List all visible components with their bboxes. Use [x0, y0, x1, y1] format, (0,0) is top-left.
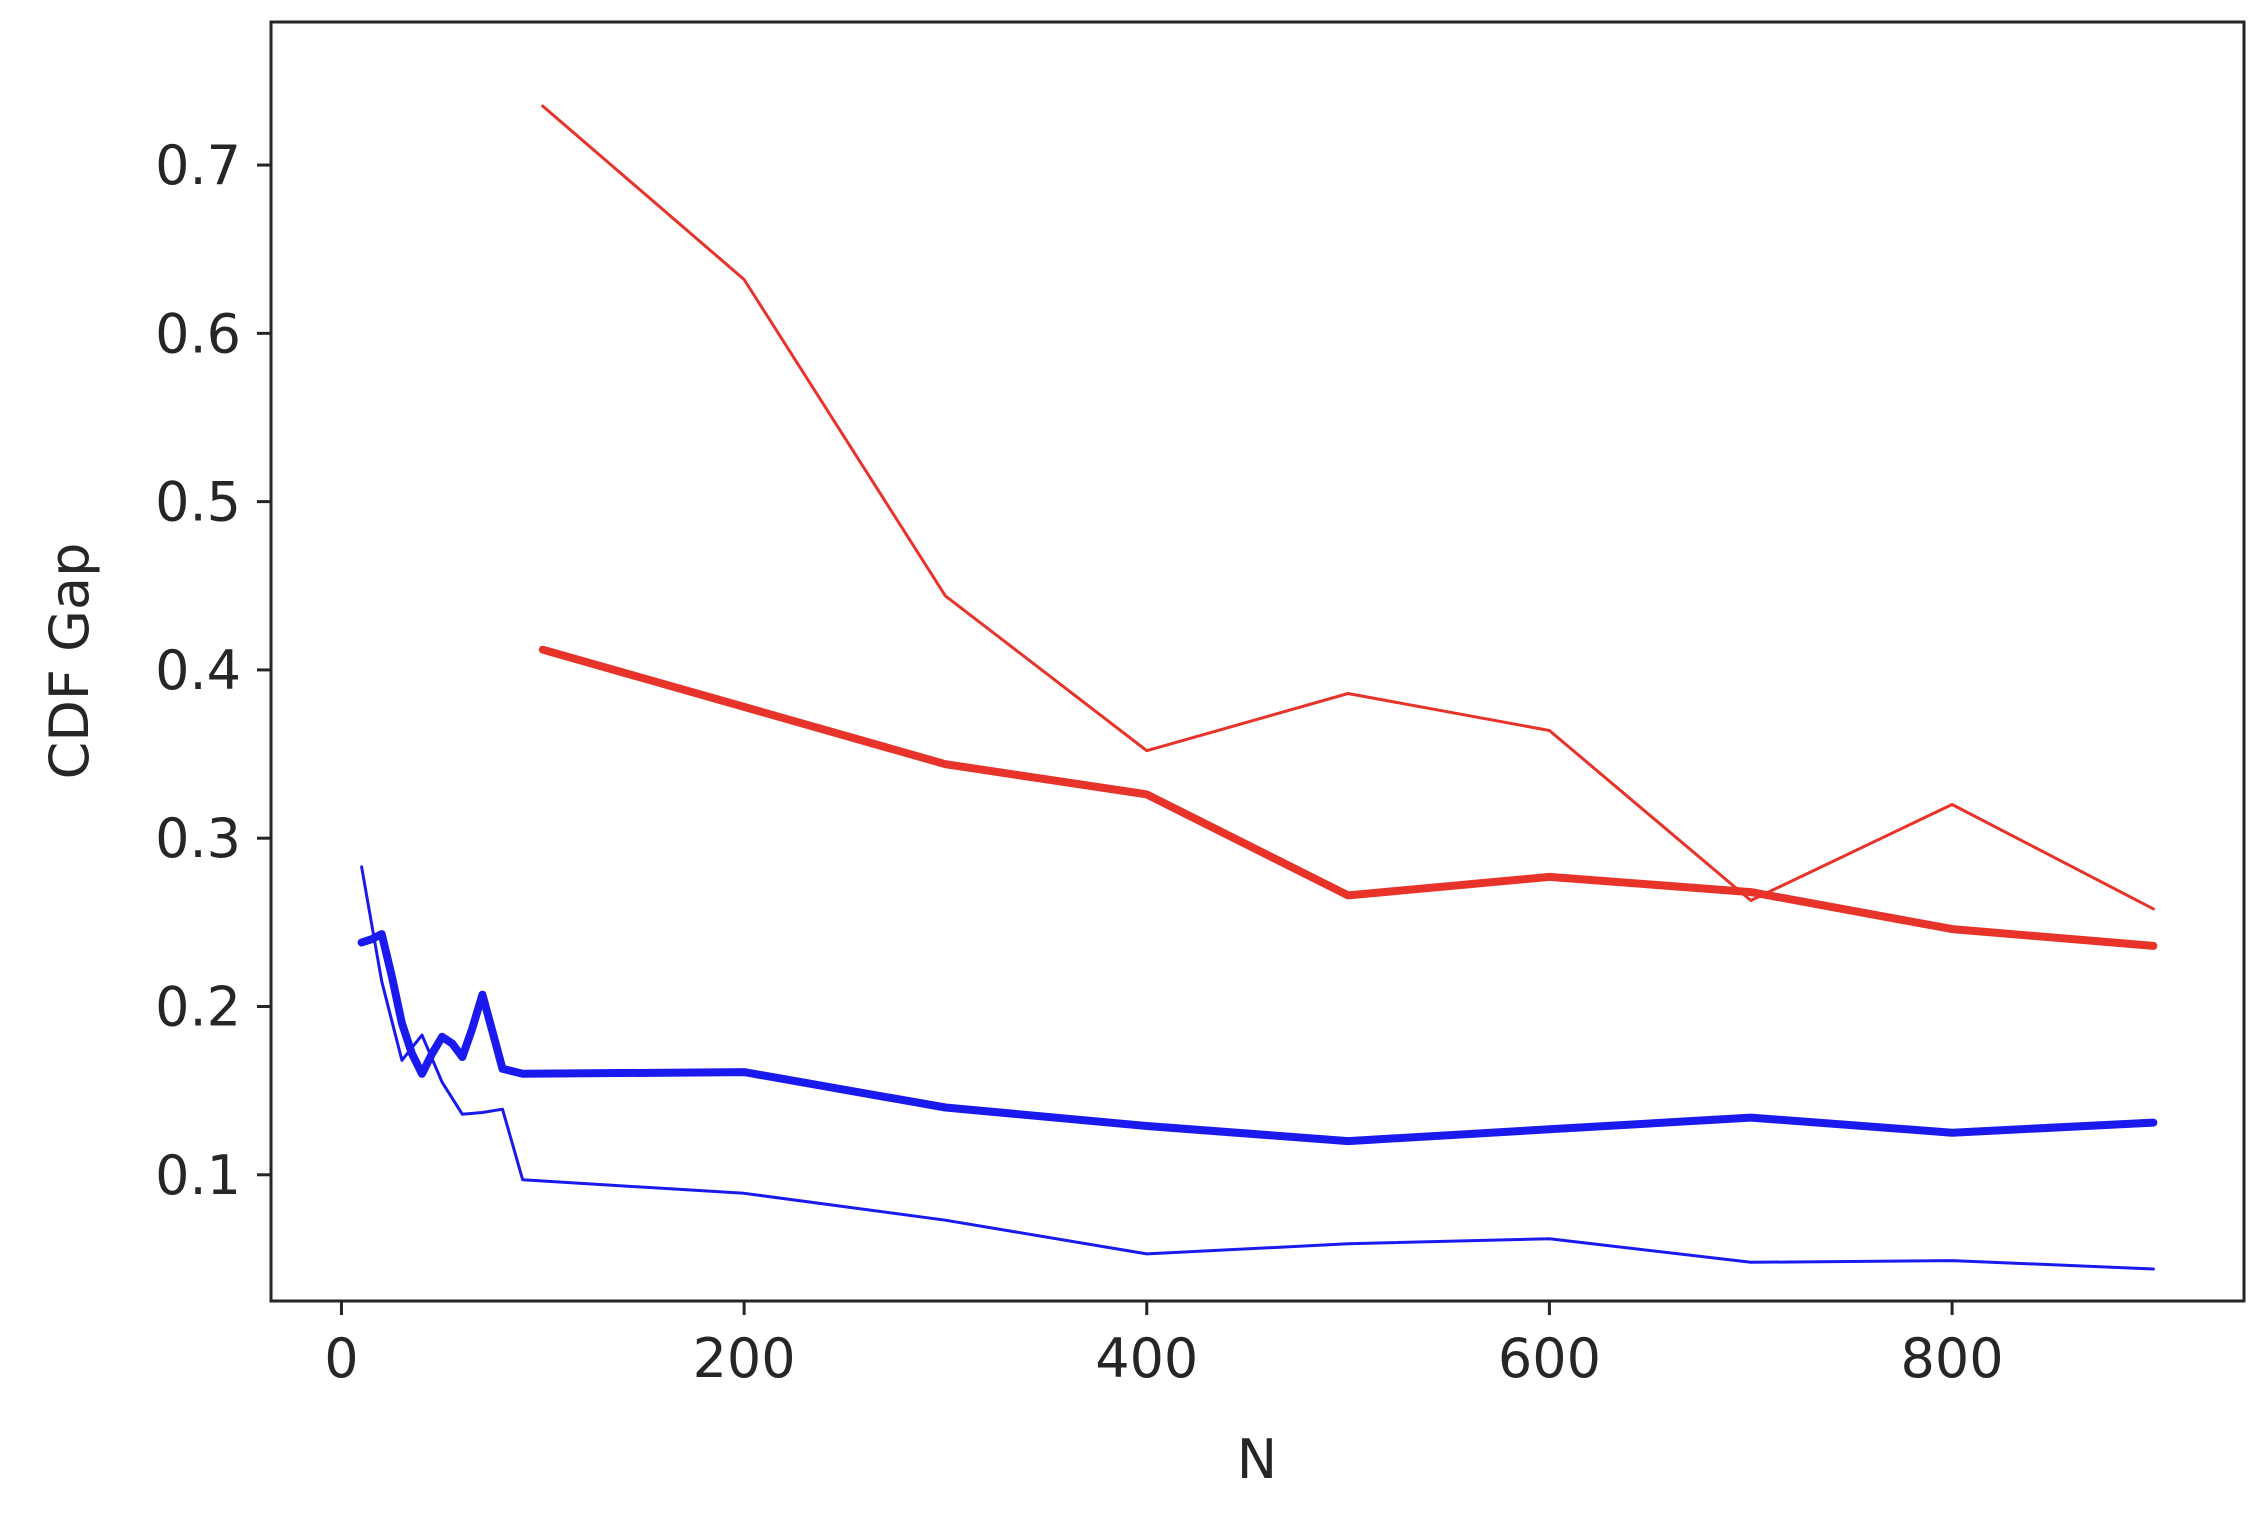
y-axis-label: CDF Gap: [38, 543, 101, 780]
series-line-4: [357, 930, 2158, 1146]
y-tick-label: 0.3: [155, 807, 241, 870]
y-tick-label: 0.7: [155, 134, 241, 197]
x-axis-label: N: [1237, 1428, 1277, 1491]
x-tick-label: 200: [693, 1327, 796, 1390]
series-layer: [357, 104, 2158, 1271]
series-line-2: [538, 645, 2158, 950]
y-tick-label: 0.6: [155, 302, 241, 365]
y-tick-label: 0.4: [155, 639, 241, 702]
x-tick-label: 600: [1498, 1327, 1601, 1390]
series-line-1: [541, 104, 2155, 911]
x-tick-label: 0: [324, 1327, 358, 1390]
y-tick-label: 0.2: [155, 975, 241, 1038]
series-line-3: [360, 865, 2155, 1271]
x-tick-label: 800: [1901, 1327, 2004, 1390]
y-tick-label: 0.1: [155, 1144, 241, 1207]
x-axis-ticks: 0 200 400 600 800: [324, 1301, 2004, 1390]
plot-frame: [269, 20, 2246, 1303]
x-tick-label: 400: [1095, 1327, 1198, 1390]
y-axis-ticks: 0.1 0.2 0.3 0.4 0.5 0.6 0.7: [155, 134, 271, 1207]
y-tick-label: 0.5: [155, 471, 241, 534]
